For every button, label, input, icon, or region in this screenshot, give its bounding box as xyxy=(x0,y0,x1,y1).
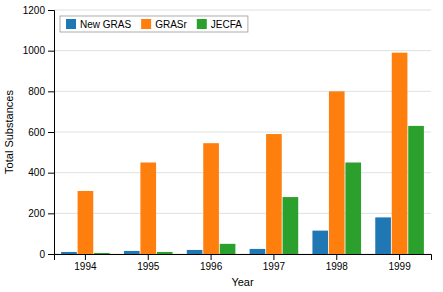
x-axis-title: Year xyxy=(231,276,254,288)
bar xyxy=(140,163,156,255)
y-axis: 0 200 400 600 800 1000 1200 xyxy=(23,5,55,260)
y-tick-mark xyxy=(48,254,54,255)
x-tick-mark xyxy=(148,254,149,260)
y-tick: 1200 xyxy=(23,5,54,16)
bar xyxy=(345,163,361,255)
y-tick-mark xyxy=(48,51,54,52)
y-tick: 800 xyxy=(28,86,54,97)
x-tick: 1996 xyxy=(200,254,223,272)
y-tick-label: 0 xyxy=(39,249,45,260)
legend: New GRAS GRASr JECFA xyxy=(60,16,248,32)
y-tick-mark xyxy=(48,173,54,174)
bar xyxy=(220,244,236,254)
legend-swatch xyxy=(66,19,76,29)
bar xyxy=(157,252,173,254)
grid-line xyxy=(54,132,431,133)
grid-line xyxy=(54,172,431,173)
bar xyxy=(250,249,266,254)
y-tick-label: 800 xyxy=(28,86,45,97)
x-tick: 1997 xyxy=(263,254,286,272)
y-tick: 0 xyxy=(39,249,54,260)
grid-line xyxy=(54,50,431,51)
x-tick-mark xyxy=(273,254,274,260)
y-tick-label: 200 xyxy=(28,208,45,219)
y-tick-label: 400 xyxy=(28,167,45,178)
x-tick: 1999 xyxy=(388,254,411,272)
y-tick-mark xyxy=(48,213,54,214)
chart-svg: 1994 1995 1996 1997 1998 1999 0 200 400 600 800 100… xyxy=(0,0,443,292)
x-tick-label: 1996 xyxy=(200,261,223,272)
y-tick-mark xyxy=(48,91,54,92)
legend-swatch xyxy=(197,19,207,29)
plot: 1994 1995 1996 1997 1998 1999 0 200 400 600 800 100… xyxy=(23,5,432,272)
y-tick: 200 xyxy=(28,208,54,219)
bar xyxy=(124,251,140,254)
y-tick-mark xyxy=(48,10,54,11)
chart-container: 1994 1995 1996 1997 1998 1999 0 200 400 600 800 100… xyxy=(0,0,443,292)
y-tick: 400 xyxy=(28,167,54,178)
x-tick-mark xyxy=(336,254,337,260)
x-tick-mark xyxy=(85,254,86,260)
bar xyxy=(375,217,391,254)
bar-series xyxy=(94,126,424,254)
legend-label: New GRAS xyxy=(80,19,131,30)
y-tick-label: 600 xyxy=(28,127,45,138)
bar xyxy=(392,53,408,254)
legend-label: GRASr xyxy=(155,19,187,30)
x-tick-label: 1999 xyxy=(388,261,411,272)
bar xyxy=(78,191,94,254)
grid-line xyxy=(54,91,431,92)
x-tick-label: 1997 xyxy=(263,261,286,272)
x-tick-label: 1994 xyxy=(74,261,97,272)
bars xyxy=(61,53,424,254)
grid xyxy=(54,10,431,254)
bar xyxy=(329,91,345,254)
bar xyxy=(61,252,77,254)
grid-line xyxy=(54,213,431,214)
y-axis-title: Total Substances xyxy=(3,90,15,174)
bar xyxy=(94,253,110,254)
x-axis: 1994 1995 1996 1997 1998 1999 xyxy=(55,254,432,272)
y-tick-label: 1200 xyxy=(23,5,46,16)
y-tick-mark xyxy=(48,132,54,133)
x-tick: 1998 xyxy=(326,254,349,272)
bar xyxy=(266,134,282,254)
x-tick-label: 1995 xyxy=(137,261,160,272)
x-tick-mark xyxy=(399,254,400,260)
legend-box xyxy=(60,16,248,32)
x-tick-label: 1998 xyxy=(326,261,349,272)
y-tick: 600 xyxy=(28,127,54,138)
x-tick-mark xyxy=(211,254,212,260)
legend-label: JECFA xyxy=(211,19,242,30)
x-tick: 1995 xyxy=(137,254,160,272)
legend-swatch xyxy=(141,19,151,29)
bar-series xyxy=(78,53,408,254)
bar xyxy=(283,197,299,254)
bar xyxy=(203,143,219,254)
bar xyxy=(312,231,328,254)
y-tick: 1000 xyxy=(23,45,54,56)
bar xyxy=(187,250,203,254)
y-tick-label: 1000 xyxy=(23,45,46,56)
grid-line xyxy=(54,10,431,11)
x-axis-line xyxy=(55,255,432,261)
bar xyxy=(408,126,424,254)
x-tick: 1994 xyxy=(74,254,97,272)
y-axis-line xyxy=(48,11,55,255)
